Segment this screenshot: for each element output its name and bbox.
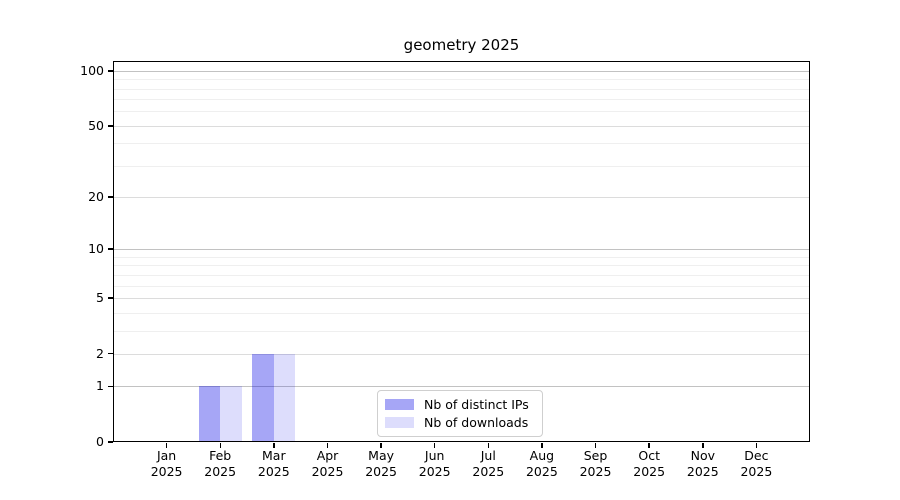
x-tick-aug [541,442,543,448]
x-tick-jan [165,442,168,448]
y-tick-0 [108,441,113,443]
minor-gridline-4 [113,312,810,314]
x-tick-apr [326,442,329,448]
y-tick-100 [108,70,113,72]
x-tick-label-may: May 2025 [365,448,397,479]
minor-gridline-30 [113,165,810,167]
y-tick-20 [108,196,113,198]
y-tick-label-0: 0 [96,434,104,449]
y-tick-label-2: 2 [96,345,104,361]
x-tick-jul [487,442,490,448]
x-tick-label-apr: Apr 2025 [311,448,344,479]
minor-gridline-60 [113,111,810,113]
legend-label-distinct-ips: Nb of distinct IPs [424,396,529,412]
x-tick-dec [755,442,758,448]
y-tick-label-1: 1 [96,378,104,394]
y-tick-label-20: 20 [88,189,104,205]
legend-swatch-downloads [385,417,414,428]
x-tick-feb [219,442,221,448]
bar-feb-series1 [220,386,242,442]
minor-gridline-80 [113,88,810,90]
bar-mar-series1 [273,353,296,442]
chart-title: geometry 2025 [403,36,520,54]
y-tick-label-10: 10 [88,241,104,257]
y-tick-label-5: 5 [96,289,104,305]
x-tick-label-dec: Dec 2025 [740,448,773,479]
legend-swatch-distinct-ips [385,399,414,410]
x-tick-mar [273,442,275,448]
minor-gridline-9 [113,256,810,258]
x-tick-may [380,442,382,448]
major-gridline-50 [113,125,810,127]
x-tick-sep [594,442,597,448]
minor-gridline-7 [113,274,810,276]
x-tick-label-nov: Nov 2025 [686,448,719,479]
bar-mar-series0 [252,353,274,442]
major-gridline-5 [113,297,810,300]
minor-gridline-70 [113,99,810,101]
x-tick-label-jul: Jul 2025 [472,448,505,479]
y-tick-1 [108,385,113,387]
major-gridline-10 [113,249,810,251]
legend-label-downloads: Nb of downloads [424,414,529,430]
x-tick-label-feb: Feb 2025 [204,448,237,479]
y-tick-50 [108,125,113,127]
legend: Nb of distinct IPs Nb of downloads [377,390,543,437]
major-gridline-1 [113,386,810,388]
legend-item-distinct-ips: Nb of distinct IPs [385,397,542,413]
minor-gridline-6 [113,285,810,287]
x-tick-nov [702,442,704,448]
major-gridline-20 [113,197,810,199]
y-tick-10 [108,248,113,250]
minor-gridline-40 [113,143,810,145]
x-tick-label-aug: Aug 2025 [525,448,558,479]
major-gridline-100 [113,70,810,72]
major-gridline-2 [113,353,810,355]
y-tick-2 [108,352,113,355]
x-tick-label-jan: Jan 2025 [150,448,183,479]
x-tick-label-sep: Sep 2025 [579,448,612,479]
minor-gridline-90 [113,79,810,81]
x-tick-oct [648,442,650,448]
minor-gridline-3 [113,330,810,332]
x-tick-label-jun: Jun 2025 [418,448,451,479]
bar-feb-series0 [198,386,221,442]
legend-item-downloads: Nb of downloads [385,415,542,431]
y-tick-label-100: 100 [80,62,104,78]
minor-gridline-8 [113,265,810,267]
y-tick-5 [108,297,113,299]
y-tick-label-50: 50 [88,117,104,133]
x-tick-label-oct: Oct 2025 [633,448,666,479]
x-tick-label-mar: Mar 2025 [257,448,290,479]
x-tick-jun [433,442,436,448]
plot-area [113,61,810,442]
